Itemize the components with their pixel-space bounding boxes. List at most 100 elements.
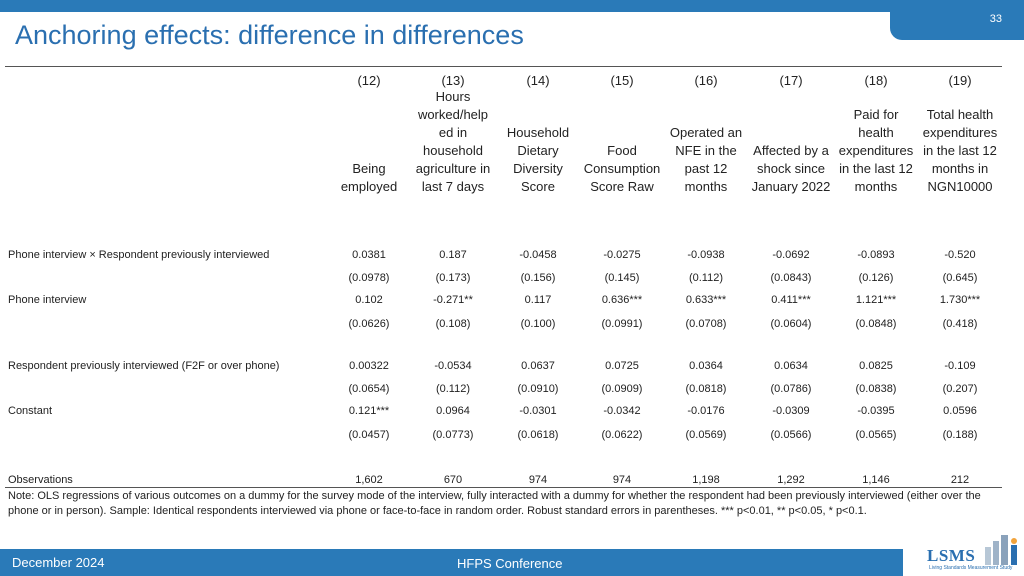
observations-cell: 1,146 <box>862 474 890 486</box>
observations-cell: 974 <box>612 474 632 486</box>
column-number: (14) <box>526 73 550 88</box>
row-label: Constant <box>8 405 53 417</box>
coefficient-cell: 0.0596 <box>943 405 977 417</box>
coefficient-cell: -0.0342 <box>603 405 641 417</box>
std-error-cell: (0.0708) <box>685 318 727 330</box>
column-title-line: Dietary <box>517 143 559 158</box>
column-title-line: months <box>854 179 898 194</box>
coefficient-cell: 0.187 <box>439 249 467 261</box>
column-title-line: expenditures <box>922 125 998 140</box>
coefficient-cell: 0.0964 <box>436 405 470 417</box>
table-note: Note: OLS regressions of various outcome… <box>8 490 981 517</box>
top-banner <box>0 0 1024 12</box>
column-title-line: months in <box>931 161 989 176</box>
table-top-rule <box>5 66 1002 67</box>
footer-bar: December 2024 HFPS Conference <box>0 549 1024 576</box>
column-title: Household Dietary Diversity Score <box>496 124 580 196</box>
std-error-cell: (0.0618) <box>517 429 559 441</box>
column-title-line: shock since <box>757 161 825 176</box>
coefficient-cell: -0.0534 <box>434 360 472 372</box>
coefficient-cell: -0.0893 <box>857 249 895 261</box>
coefficient-cell: -0.271** <box>433 294 473 306</box>
column-title-line: ed in <box>438 125 468 140</box>
std-error-cell: (0.0654) <box>348 383 390 395</box>
std-error-cell: (0.418) <box>942 318 978 330</box>
row-label: Phone interview × Respondent previously … <box>8 249 270 261</box>
table-bottom-rule <box>5 487 1002 488</box>
column-number: (13) <box>441 73 465 88</box>
column-title-line: in the last 12 <box>839 161 913 176</box>
column-number: (15) <box>610 73 634 88</box>
column-title: Operated an NFE in the past 12 months <box>664 124 748 196</box>
coefficient-cell: 1.121*** <box>855 294 897 306</box>
std-error-cell: (0.0457) <box>348 429 390 441</box>
column-title-line: household <box>423 143 483 158</box>
std-error-cell: (0.0569) <box>685 429 727 441</box>
page-number-tab: 33 <box>890 0 1024 40</box>
column-title-line: worked/help <box>417 107 489 122</box>
observations-label: Observations <box>8 474 73 486</box>
std-error-cell: (0.0604) <box>770 318 812 330</box>
coefficient-cell: -0.520 <box>944 249 976 261</box>
column-title: Affected by a shock since January 2022 <box>749 142 833 196</box>
std-error-cell: (0.0626) <box>348 318 390 330</box>
column-title-line: NGN10000 <box>927 179 993 194</box>
std-error-cell: (0.173) <box>435 272 471 284</box>
coefficient-cell: -0.0176 <box>687 405 725 417</box>
coefficient-cell: -0.0275 <box>603 249 641 261</box>
coefficient-cell: 0.633*** <box>685 294 727 306</box>
coefficient-cell: 0.0381 <box>352 249 386 261</box>
coefficient-cell: -0.0395 <box>857 405 895 417</box>
coefficient-cell: 0.121*** <box>348 405 390 417</box>
std-error-cell: (0.0786) <box>770 383 812 395</box>
observations-cell: 974 <box>528 474 548 486</box>
footer-date: December 2024 <box>12 555 105 570</box>
row-label: Respondent previously interviewed (F2F o… <box>8 360 280 372</box>
coefficient-cell: -0.0458 <box>519 249 557 261</box>
column-title-line: Score <box>521 179 555 194</box>
column-title-line: Diversity <box>513 161 563 176</box>
observations-cell: 1,292 <box>777 474 805 486</box>
column-title-line: Score Raw <box>590 179 654 194</box>
column-title-line: in the last 12 <box>923 143 997 158</box>
coefficient-cell: 0.0364 <box>689 360 723 372</box>
std-error-cell: (0.156) <box>520 272 556 284</box>
column-title-line: expenditures <box>838 143 914 158</box>
observations-cell: 1,602 <box>355 474 383 486</box>
std-error-cell: (0.0565) <box>855 429 897 441</box>
coefficient-cell: -0.109 <box>944 360 976 372</box>
lsms-logo-icon <box>985 535 1017 565</box>
std-error-cell: (0.207) <box>942 383 978 395</box>
column-title-line: NFE in the <box>675 143 737 158</box>
column-number: (18) <box>864 73 888 88</box>
lsms-logo: LSMS Living Standards Measurement Study <box>903 529 1024 576</box>
column-title-line: Total health <box>926 107 994 122</box>
column-title-line: agriculture in <box>415 161 491 176</box>
coefficient-cell: 0.102 <box>355 294 383 306</box>
std-error-cell: (0.0909) <box>601 383 643 395</box>
logo-text: LSMS <box>927 546 976 565</box>
column-title: Food Consumption Score Raw <box>580 142 664 196</box>
column-number: (17) <box>779 73 803 88</box>
column-title-line: health <box>858 125 894 140</box>
coefficient-cell: 1.730*** <box>939 294 981 306</box>
std-error-cell: (0.126) <box>858 272 894 284</box>
column-title-line: Operated an <box>669 125 743 140</box>
column-title-line: Consumption <box>583 161 661 176</box>
column-title-line: last 7 days <box>421 179 485 194</box>
column-title-line: Food <box>607 143 637 158</box>
column-title: Hours worked/help ed in household agricultur… <box>411 88 495 196</box>
column-title-line: Household <box>506 125 570 140</box>
column-title: Total health expenditures in the last 12 mo… <box>918 106 1002 196</box>
column-number: (19) <box>948 73 972 88</box>
std-error-cell: (0.0566) <box>770 429 812 441</box>
row-label: Phone interview <box>8 294 87 306</box>
coefficient-cell: 0.117 <box>524 294 552 306</box>
std-error-cell: (0.108) <box>435 318 471 330</box>
footer-conference: HFPS Conference <box>457 556 563 571</box>
coefficient-cell: -0.0301 <box>519 405 557 417</box>
column-title-line: Hours <box>435 89 471 104</box>
column-number: (16) <box>694 73 718 88</box>
std-error-cell: (0.0622) <box>601 429 643 441</box>
std-error-cell: (0.188) <box>942 429 978 441</box>
